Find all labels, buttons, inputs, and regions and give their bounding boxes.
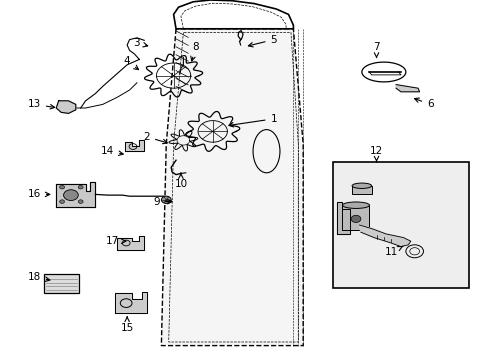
Text: 17: 17 — [105, 236, 125, 246]
Text: 16: 16 — [27, 189, 50, 199]
Circle shape — [161, 196, 171, 203]
Text: 7: 7 — [372, 42, 379, 58]
Text: 14: 14 — [101, 146, 123, 156]
Polygon shape — [115, 292, 146, 313]
Text: 10: 10 — [174, 173, 187, 189]
Circle shape — [78, 185, 83, 189]
Circle shape — [350, 215, 360, 222]
Text: 1: 1 — [228, 114, 277, 127]
Polygon shape — [161, 29, 303, 346]
Circle shape — [78, 200, 83, 203]
Text: 13: 13 — [27, 99, 55, 109]
Circle shape — [63, 190, 78, 201]
Text: 15: 15 — [120, 317, 134, 333]
Ellipse shape — [342, 202, 369, 208]
Polygon shape — [56, 182, 95, 207]
Circle shape — [60, 200, 64, 203]
Polygon shape — [56, 101, 76, 113]
Text: 6: 6 — [414, 98, 433, 109]
Polygon shape — [359, 225, 410, 247]
Text: 3: 3 — [133, 38, 147, 48]
Polygon shape — [395, 85, 419, 92]
Text: 5: 5 — [248, 35, 277, 47]
Bar — [44, 274, 79, 293]
Text: 9: 9 — [153, 197, 172, 207]
Text: 11: 11 — [384, 246, 402, 257]
Polygon shape — [124, 140, 144, 151]
Ellipse shape — [351, 183, 371, 188]
Text: 2: 2 — [143, 132, 167, 144]
Bar — [342, 205, 368, 230]
Polygon shape — [117, 236, 144, 250]
Bar — [332, 162, 468, 288]
Polygon shape — [337, 202, 349, 234]
Text: 8: 8 — [190, 42, 199, 61]
Text: 12: 12 — [369, 146, 383, 162]
Circle shape — [60, 185, 64, 189]
Text: 4: 4 — [123, 56, 138, 69]
Text: 18: 18 — [27, 272, 50, 282]
Bar — [351, 186, 371, 194]
